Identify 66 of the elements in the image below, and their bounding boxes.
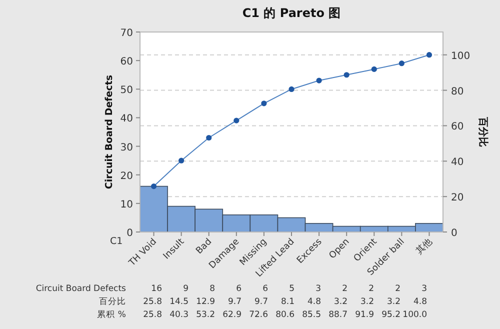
text: 3.2 <box>334 297 348 307</box>
text: 9.7 <box>254 297 268 307</box>
x-axis-title: C1 <box>110 236 123 247</box>
text: 百分比 <box>99 296 126 307</box>
text: 9.7 <box>228 297 242 307</box>
point <box>178 158 184 164</box>
y2-tick-label: 0 <box>451 228 458 239</box>
text: 6 <box>262 284 268 294</box>
y-tick-label: 70 <box>120 28 133 39</box>
point <box>371 66 377 72</box>
chart-title: C1 的 Pareto 图 <box>242 6 341 20</box>
text: 53.2 <box>196 310 215 320</box>
text: 4.8 <box>307 297 321 307</box>
point <box>426 52 432 58</box>
y-tick-label: 20 <box>120 170 133 182</box>
text: 3 <box>422 284 427 294</box>
y-tick-label: 40 <box>120 114 133 125</box>
point <box>344 72 350 78</box>
point <box>398 60 404 66</box>
point <box>150 183 157 190</box>
text: 88.7 <box>328 310 348 320</box>
text: 85.5 <box>302 310 321 320</box>
y2-tick-label: 80 <box>451 86 464 98</box>
text: 2 <box>395 284 400 294</box>
text: 3.2 <box>360 297 374 307</box>
text: 8.1 <box>280 297 294 307</box>
text: 12.9 <box>196 297 215 307</box>
y-tick-label: 60 <box>120 56 133 68</box>
y-axis-title: Circuit Board Defects <box>104 74 115 190</box>
point <box>206 134 212 141</box>
point <box>234 118 240 124</box>
x-tick-label: 其他 <box>414 236 434 257</box>
y2-tick-label: 20 <box>451 192 464 204</box>
text: 2 <box>342 284 348 294</box>
text: 8 <box>210 284 215 294</box>
text: 100.0 <box>402 310 427 320</box>
text: 5 <box>289 284 294 294</box>
y2-tick-label: 100 <box>451 50 470 62</box>
text: 3 <box>316 284 321 294</box>
y-tick-label: 0 <box>126 228 133 239</box>
point <box>316 78 322 84</box>
text: 4.8 <box>413 297 427 307</box>
y-tick-label: 50 <box>120 85 133 96</box>
text: 3.2 <box>386 297 400 307</box>
text: 80.6 <box>276 310 294 320</box>
text: 72.6 <box>249 310 268 320</box>
text: 9 <box>183 284 188 294</box>
text: 25.8 <box>143 310 162 320</box>
text: 14.5 <box>170 297 188 307</box>
text: Circuit Board Defects <box>36 284 127 294</box>
y2-axis-title: 百分比 <box>477 116 489 147</box>
text: 62.9 <box>222 310 242 320</box>
text: 2 <box>368 284 374 294</box>
text: 累积 % <box>97 309 126 320</box>
point <box>261 100 267 106</box>
y-tick-label: 30 <box>120 142 133 154</box>
y-tick-label: 10 <box>120 199 133 210</box>
text: 6 <box>236 284 242 294</box>
text: 40.3 <box>170 310 188 320</box>
point <box>288 86 294 92</box>
y2-tick-label: 40 <box>451 157 464 168</box>
text: 16 <box>151 284 162 294</box>
text: 95.2 <box>382 310 400 320</box>
text: 91.9 <box>355 310 374 320</box>
text: 25.8 <box>143 297 162 307</box>
y2-tick-label: 60 <box>451 122 464 133</box>
